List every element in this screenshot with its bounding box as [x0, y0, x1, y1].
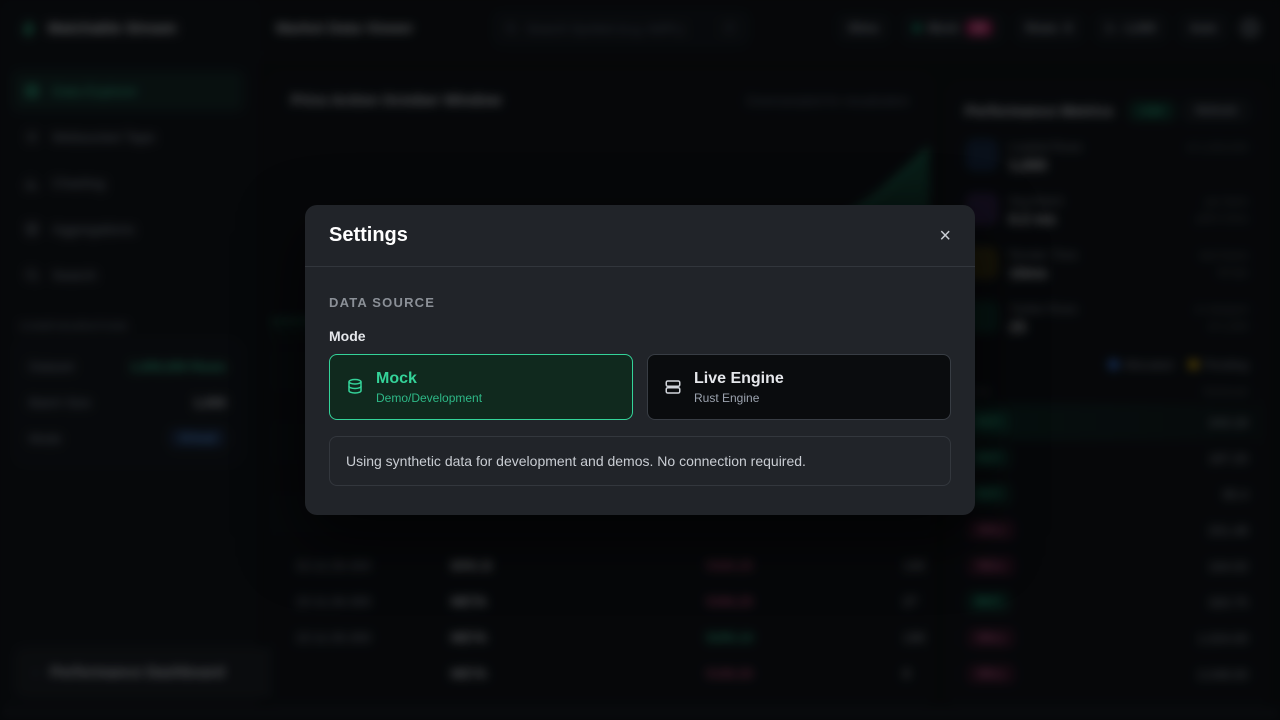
- data-source-section-label: DATA SOURCE: [329, 295, 436, 310]
- option-title: Mock: [376, 369, 417, 387]
- mode-options: Mock Demo/Development Live Engine Rust E…: [329, 354, 951, 420]
- server-icon: [665, 380, 681, 394]
- mode-field-label: Mode: [329, 328, 366, 344]
- option-subtitle: Demo/Development: [376, 390, 483, 405]
- settings-modal: Settings × DATA SOURCE Mode Mock Demo/De…: [305, 205, 975, 515]
- database-icon: [348, 378, 362, 394]
- modal-header: Settings ×: [305, 205, 975, 267]
- modal-body: DATA SOURCE Mode Mock Demo/Development L…: [305, 267, 975, 506]
- option-title: Live Engine: [694, 369, 784, 387]
- close-icon[interactable]: ×: [939, 224, 951, 247]
- mode-option-mock[interactable]: Mock Demo/Development: [329, 354, 633, 420]
- option-subtitle: Rust Engine: [694, 390, 760, 405]
- mode-option-live-engine[interactable]: Live Engine Rust Engine: [647, 354, 951, 420]
- modal-title: Settings: [329, 224, 408, 246]
- data-source-note: Using synthetic data for development and…: [329, 436, 951, 486]
